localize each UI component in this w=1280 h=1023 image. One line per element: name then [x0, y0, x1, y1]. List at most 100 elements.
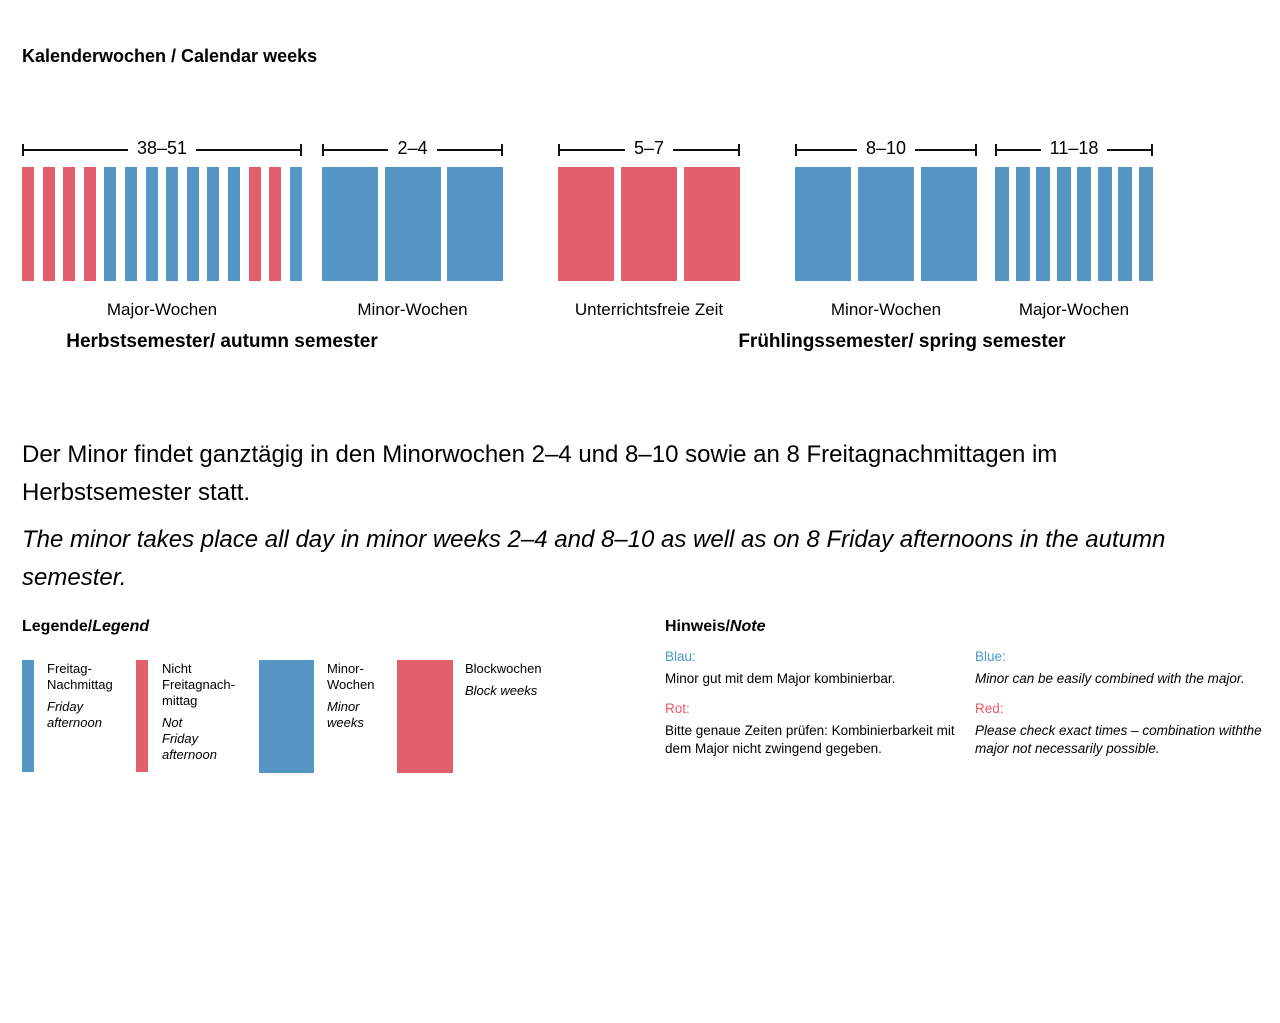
week-bar-blue — [921, 167, 977, 281]
ruler-tick-right — [1151, 144, 1153, 156]
weeks-range-label: 38–51 — [136, 138, 188, 158]
weeks-range-ruler: 5–7 — [558, 138, 741, 158]
weeks-range-label: 5–7 — [633, 138, 665, 158]
week-bar-blue — [289, 167, 302, 281]
week-bars — [995, 167, 1153, 281]
week-bar-blue — [1077, 167, 1092, 281]
week-bar-blue — [1118, 167, 1133, 281]
ruler-tick-right — [738, 144, 741, 156]
weeks-range-ruler: 2–4 — [322, 138, 504, 158]
ruler-tick-right — [501, 144, 504, 156]
ruler-line — [673, 149, 739, 151]
legend-label-german: Minor- Wochen — [327, 661, 375, 692]
note-blue-text-de: Minor gut mit dem Major kombinierbar. — [665, 671, 896, 686]
ruler-line — [196, 149, 300, 151]
ruler-tick-right — [300, 144, 302, 156]
weeks-range-label: 2–4 — [397, 138, 428, 158]
group-caption: Unterrichtsfreie Zeit — [574, 300, 724, 319]
note-title: Hinweis/Note — [665, 618, 766, 635]
week-bar-blue — [207, 167, 220, 281]
description-block: Der Minor findet ganztägig in den Minorw… — [22, 436, 1192, 597]
legend-label: Freitag- Nachmittag Friday afternoon — [47, 661, 137, 731]
note-red-label-de: Rot: — [665, 701, 690, 716]
calendar-weeks-chart: 38–51 Major-Wochen 2–4 Minor-Wochen 5–7 Unter… — [0, 138, 1280, 340]
note-column-english: Blue: Minor can be easily combined with … — [975, 648, 1275, 758]
ruler-tick-left — [322, 144, 324, 156]
week-bar-blue — [145, 167, 158, 281]
week-bar-blue — [995, 167, 1009, 281]
weeks-range-label: 8–10 — [865, 138, 907, 158]
note-blue-text-en: Minor can be easily combined with the ma… — [975, 671, 1245, 686]
week-bar-blue — [228, 167, 241, 281]
group-caption: Minor-Wochen — [830, 300, 942, 319]
week-group-3: 5–7 Unterrichtsfreie Zeit — [558, 138, 741, 330]
ruler-line — [915, 149, 976, 151]
legend-label-german: Blockwochen — [465, 661, 542, 676]
week-bar-red — [83, 167, 96, 281]
ruler-tick-right — [975, 144, 978, 156]
legend-swatch-wide-red — [397, 660, 453, 773]
week-group-5: 11–18 Major-Wochen — [995, 138, 1153, 330]
note-column-german: Blau: Minor gut mit dem Major kombinierb… — [665, 648, 980, 758]
weeks-range-ruler: 38–51 — [22, 138, 302, 158]
page-title: Kalenderwochen / Calendar weeks — [22, 46, 318, 66]
ruler-tick-left — [795, 144, 797, 156]
legend-label-english: Minor weeks — [327, 699, 364, 730]
weeks-range-label: 11–18 — [1049, 138, 1099, 158]
week-bars — [322, 167, 503, 281]
note-red-label-en: Red: — [975, 701, 1004, 716]
week-bar-red — [621, 167, 677, 281]
week-bar-blue — [166, 167, 179, 281]
week-bar-red — [558, 167, 614, 281]
week-bar-red — [42, 167, 55, 281]
week-bar-red — [248, 167, 261, 281]
group-caption: Minor-Wochen — [357, 300, 468, 319]
week-bar-blue — [858, 167, 914, 281]
week-bar-blue — [104, 167, 117, 281]
week-bars — [558, 167, 740, 281]
ruler-line — [797, 149, 857, 151]
ruler-line — [324, 149, 389, 151]
legend-label-german: Nicht Freitagnach- mittag — [162, 661, 235, 708]
week-bar-blue — [322, 167, 378, 281]
week-group-2: 2–4 Minor-Wochen — [322, 138, 504, 330]
week-group-1: 38–51 Major-Wochen — [22, 138, 302, 330]
legend-label: Minor- Wochen Minor weeks — [327, 661, 412, 731]
legend-title: Legende/Legend — [22, 618, 150, 635]
autumn-semester-title: Herbstsemester/ autumn semester — [66, 331, 378, 352]
week-bars — [795, 167, 977, 281]
week-bar-blue — [447, 167, 503, 281]
ruler-line — [997, 149, 1041, 151]
ruler-line — [560, 149, 625, 151]
week-bar-red — [22, 167, 34, 281]
week-bar-blue — [1097, 167, 1112, 281]
note-red-text-en: Please check exact times – combination w… — [975, 723, 1262, 756]
week-bar-blue — [125, 167, 138, 281]
weeks-range-ruler: 8–10 — [795, 138, 978, 158]
week-bar-blue — [1138, 167, 1153, 281]
note-red-text-de: Bitte genaue Zeiten prüfen: Kombinierbar… — [665, 723, 955, 756]
legend-label-english: Friday afternoon — [47, 699, 102, 730]
ruler-line — [24, 149, 128, 151]
description-english: The minor takes place all day in minor w… — [22, 526, 1166, 591]
week-bar-blue — [795, 167, 851, 281]
spring-semester-title: Frühlingssemester/ spring semester — [738, 331, 1066, 352]
group-caption: Major-Wochen — [1018, 300, 1130, 319]
legend-label-english: Not Friday afternoon — [162, 715, 217, 762]
note-blue-label-de: Blau: — [665, 649, 696, 664]
ruler-line — [436, 149, 502, 151]
legend-label-english: Block weeks — [465, 683, 538, 698]
week-bar-blue — [186, 167, 199, 281]
legend-swatch-wide-blue — [259, 660, 314, 773]
week-bar-red — [269, 167, 282, 281]
week-bars — [22, 167, 302, 281]
week-bar-blue — [1036, 167, 1051, 281]
week-group-4: 8–10 Minor-Wochen — [795, 138, 978, 330]
description-german: Der Minor findet ganztägig in den Minorw… — [22, 441, 1058, 506]
week-bar-red — [684, 167, 740, 281]
week-bar-blue — [1056, 167, 1071, 281]
weeks-range-ruler: 11–18 — [995, 138, 1153, 158]
note-blue-label-en: Blue: — [975, 649, 1006, 664]
group-caption: Major-Wochen — [106, 300, 218, 319]
ruler-line — [1107, 149, 1151, 151]
